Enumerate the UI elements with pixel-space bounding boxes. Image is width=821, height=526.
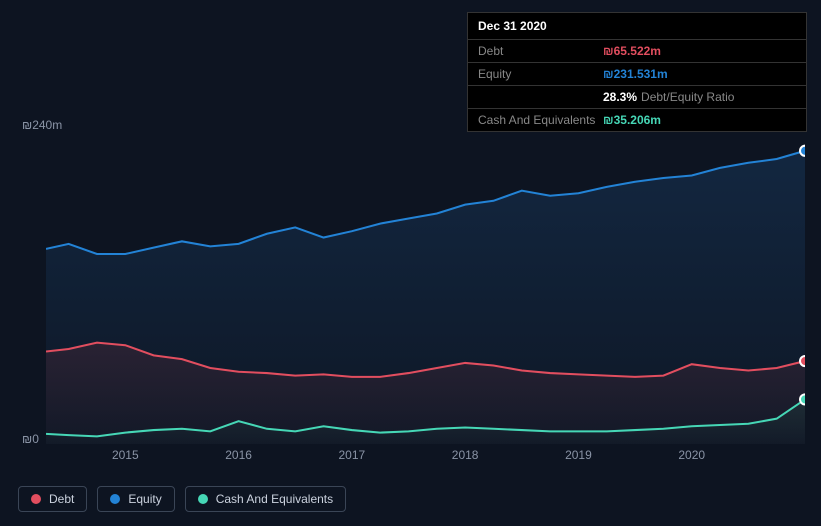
tooltip-row-sub: Debt/Equity Ratio [641, 90, 734, 104]
tooltip-panel: Dec 31 2020 Debt₪65.522mEquity₪231.531m2… [467, 12, 807, 132]
tooltip-date: Dec 31 2020 [468, 13, 806, 40]
legend-label: Cash And Equivalents [216, 492, 333, 506]
tooltip-row: Equity₪231.531m [468, 63, 806, 86]
tooltip-row-value: ₪231.531m [603, 67, 668, 81]
marker-equity [800, 146, 805, 156]
tooltip-row-label: Cash And Equivalents [478, 113, 603, 127]
x-axis-tick: 2019 [565, 448, 592, 462]
legend-item-cash-and-equivalents[interactable]: Cash And Equivalents [185, 486, 346, 512]
tooltip-row: 28.3%Debt/Equity Ratio [468, 86, 806, 109]
x-axis-tick: 2020 [678, 448, 705, 462]
x-axis-tick: 2018 [452, 448, 479, 462]
legend-item-equity[interactable]: Equity [97, 486, 174, 512]
x-axis-tick: 2017 [339, 448, 366, 462]
tooltip-row-label [478, 90, 603, 104]
tooltip-row-value: 28.3%Debt/Equity Ratio [603, 90, 734, 104]
x-axis-tick: 2016 [225, 448, 252, 462]
tooltip-row: Debt₪65.522m [468, 40, 806, 63]
marker-debt [800, 356, 805, 366]
x-axis-tick: 2015 [112, 448, 139, 462]
legend-dot-icon [198, 494, 208, 504]
marker-cash-and-equivalents [800, 394, 805, 404]
legend-label: Debt [49, 492, 74, 506]
legend: Debt Equity Cash And Equivalents [18, 486, 346, 512]
tooltip-row: Cash And Equivalents₪35.206m [468, 109, 806, 131]
y-axis-label-min: ₪0 [22, 432, 39, 446]
chart-plot[interactable] [46, 140, 805, 444]
legend-item-debt[interactable]: Debt [18, 486, 87, 512]
legend-label: Equity [128, 492, 161, 506]
x-axis-labels: 2015 2016 2017 2018 2019 2020 [46, 448, 805, 468]
tooltip-row-value: ₪35.206m [603, 113, 661, 127]
legend-dot-icon [110, 494, 120, 504]
tooltip-row-value: ₪65.522m [603, 44, 661, 58]
chart-area: ₪240m ₪0 2015 2016 2017 2018 2019 2020 [16, 118, 805, 468]
tooltip-row-label: Equity [478, 67, 603, 81]
legend-dot-icon [31, 494, 41, 504]
y-axis-label-max: ₪240m [22, 118, 62, 132]
tooltip-row-label: Debt [478, 44, 603, 58]
chart-svg [46, 140, 805, 444]
